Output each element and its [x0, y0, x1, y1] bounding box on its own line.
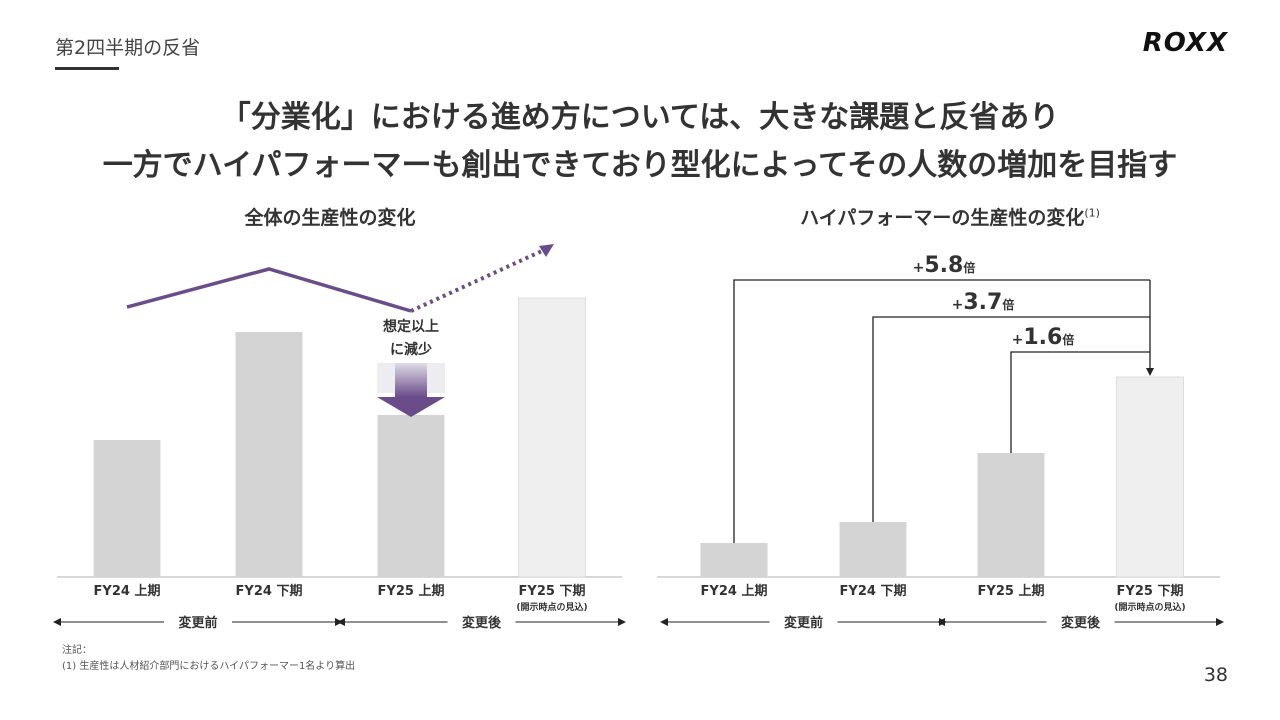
right-chart-comparison-plus-1: + — [952, 297, 964, 313]
right-chart-comparison-plus-0: + — [913, 260, 925, 276]
section-label: 第2四半期の反省 — [55, 37, 201, 59]
right-chart-comparison-label-1: +3.7倍 — [952, 290, 1015, 315]
left-chart-group-label-0: 変更前 — [178, 615, 217, 631]
right-chart-group-label-0: 変更前 — [784, 615, 823, 631]
left-chart-category-label-1: FY24 下期 — [236, 584, 303, 599]
roxx-logo: ROXX — [1142, 28, 1228, 58]
left-chart-bar-1 — [235, 332, 303, 577]
right-chart-comparison-value-0: 5.8 — [924, 253, 963, 278]
left-chart-category-label-3: FY25 下期 — [519, 584, 586, 599]
right-chart-comparison-unit-1: 倍 — [1002, 297, 1014, 312]
right-chart-target-arrowhead — [1146, 368, 1154, 376]
right-chart-comparison-value-1: 3.7 — [963, 290, 1002, 315]
right-chart-bar-1 — [839, 522, 907, 577]
right-chart-comparison-unit-0: 倍 — [963, 260, 975, 275]
left-chart: FY24 上期 FY24 下期 FY25 上期 FY25 下期 (開示時点の見込) 変更前… — [53, 244, 626, 631]
left-chart-bar-0 — [93, 440, 161, 577]
right-chart-comparison-line-0 — [733, 279, 1150, 543]
right-chart-category-label-3: FY25 下期 — [1117, 584, 1184, 599]
left-chart-bar-3 — [518, 297, 586, 578]
right-chart-title-text: ハイパフォーマーの生産性の変化 — [800, 207, 1085, 229]
right-chart-comparison-unit-2: 倍 — [1062, 332, 1074, 347]
right-chart-title: ハイパフォーマーの生産性の変化(1) — [760, 203, 1140, 230]
right-chart-title-note: (1) — [1084, 206, 1100, 220]
right-chart-comparison-line-1 — [872, 316, 1150, 522]
section-underline — [55, 67, 119, 70]
headline-line-1: 「分業化」における進め方については、大きな課題と反省あり — [220, 100, 1060, 135]
right-chart-comparison-label-2: +1.6倍 — [1012, 325, 1075, 350]
right-chart: FY24 上期 FY24 下期 FY25 上期 FY25 下期 (開示時点の見込) 変更前… — [657, 253, 1224, 631]
left-chart-group-label-1: 変更後 — [462, 615, 502, 631]
right-chart-bar-3 — [1116, 376, 1184, 578]
right-chart-bar-0 — [700, 543, 768, 577]
right-chart-comparison-line-2 — [1010, 351, 1150, 453]
left-chart-trend-line — [126, 267, 412, 313]
left-chart-category-sublabel-3: (開示時点の見込) — [516, 601, 587, 613]
left-chart-annotation-line-1: 想定以上 — [382, 318, 439, 335]
headline-line-2: 一方でハイパフォーマーも創出できており型化によってその人数の増加を目指す — [102, 148, 1178, 183]
left-chart-projection-arrowhead — [539, 244, 554, 257]
right-chart-comparison-value-2: 1.6 — [1023, 325, 1062, 350]
left-chart-projection-line — [410, 248, 545, 313]
right-chart-category-sublabel-3: (開示時点の見込) — [1114, 601, 1185, 613]
right-chart-comparison-plus-2: + — [1012, 332, 1024, 348]
right-chart-category-label-0: FY24 上期 — [701, 584, 768, 599]
left-chart-annotation-line-2: に減少 — [390, 341, 432, 358]
left-chart-category-label-0: FY24 上期 — [94, 584, 161, 599]
footnote-note-1: (1) 生産性は人材紹介部門におけるハイパフォーマー1名より算出 — [62, 661, 356, 672]
right-chart-group-label-1: 変更後 — [1061, 615, 1101, 631]
left-chart-bar-2 — [377, 415, 445, 577]
left-chart-category-label-2: FY25 上期 — [378, 584, 445, 599]
right-chart-category-label-2: FY25 上期 — [978, 584, 1045, 599]
left-chart-decrease-arrow-shaft — [395, 363, 427, 397]
right-chart-bar-2 — [977, 453, 1045, 577]
footnote-heading: 注記： — [62, 645, 92, 656]
left-chart-decrease-arrow-head — [377, 397, 445, 417]
page-number: 38 — [1203, 664, 1228, 686]
left-chart-title: 全体の生産性の変化 — [244, 207, 416, 229]
right-chart-comparison-label-0: +5.8倍 — [913, 253, 976, 278]
right-chart-category-label-1: FY24 下期 — [840, 584, 907, 599]
footnote: 注記： (1) 生産性は人材紹介部門におけるハイパフォーマー1名より算出 — [62, 643, 355, 675]
